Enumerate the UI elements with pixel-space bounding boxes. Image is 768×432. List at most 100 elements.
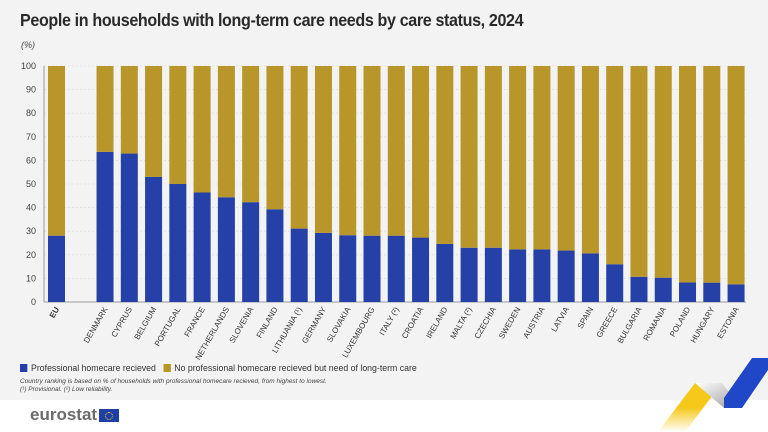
bar-professional xyxy=(96,151,114,302)
bar-no-professional xyxy=(217,66,235,198)
eurostat-logo: eurostat xyxy=(30,405,120,425)
decorative-ribbon-icon xyxy=(658,358,768,432)
x-tick-label: EU xyxy=(48,305,61,319)
bar-professional xyxy=(217,197,235,302)
bar-professional xyxy=(509,249,527,302)
bar-no-professional xyxy=(412,66,430,238)
bar-professional xyxy=(412,237,430,302)
bar-no-professional xyxy=(727,66,745,285)
legend: Professional homecare recieved No profes… xyxy=(20,363,417,374)
bar-no-professional xyxy=(606,66,624,265)
bar-no-professional xyxy=(145,66,163,177)
y-tick-label: 100 xyxy=(21,61,36,71)
x-tick-label: ESTONIA xyxy=(716,305,742,340)
bar-no-professional xyxy=(509,66,527,250)
y-tick-label: 30 xyxy=(26,226,36,236)
bar-no-professional xyxy=(193,66,211,193)
x-tick-label: SWEDEN xyxy=(497,305,522,340)
x-tick-label: HUNGARY xyxy=(689,305,717,345)
y-tick-label: 50 xyxy=(26,179,36,189)
x-tick-label: BULGARIA xyxy=(616,305,644,345)
x-tick-label: FRANCE xyxy=(183,306,207,339)
y-tick-label: 90 xyxy=(26,85,36,95)
bar-professional xyxy=(436,243,454,302)
bar-no-professional xyxy=(460,66,478,248)
bar-professional xyxy=(727,284,745,302)
bar-professional xyxy=(606,264,624,302)
bar-no-professional xyxy=(654,66,672,278)
bar-professional xyxy=(145,176,163,302)
bar-professional xyxy=(533,249,551,302)
x-tick-label: AUSTRIA xyxy=(522,305,547,340)
legend-swatch xyxy=(163,364,171,372)
x-tick-label: FINLAND xyxy=(255,305,280,339)
x-tick-label: BELGIUM xyxy=(133,305,159,341)
x-tick-label: DENMARK xyxy=(82,305,110,345)
bar-professional xyxy=(703,282,721,302)
y-tick-label: 10 xyxy=(26,273,36,283)
bar-professional xyxy=(363,235,381,302)
y-tick-label: 70 xyxy=(26,132,36,142)
bar-no-professional xyxy=(630,66,648,277)
bar-no-professional xyxy=(266,66,284,210)
bar-no-professional xyxy=(581,66,599,254)
x-tick-label: CROATIA xyxy=(400,305,426,340)
bar-no-professional xyxy=(242,66,260,203)
bar-no-professional xyxy=(436,66,454,244)
bar-professional xyxy=(484,247,502,302)
bar-professional xyxy=(654,277,672,302)
bar-professional xyxy=(557,250,575,302)
bar-chart: 0 10 20 30 40 50 60 70 80 90 100 EU DENMARK CYPRUSBEL… xyxy=(21,61,746,360)
bar-no-professional xyxy=(679,66,697,283)
bar-no-professional xyxy=(120,66,138,154)
bar-no-professional xyxy=(339,66,357,236)
bar-professional xyxy=(169,184,187,302)
flags-note: (¹) Provisional. (²) Low reliability. xyxy=(20,386,113,393)
bar-professional xyxy=(339,235,357,302)
bar-professional xyxy=(120,153,138,302)
bar-professional xyxy=(290,228,308,302)
bar-professional xyxy=(314,232,332,302)
bar-professional xyxy=(48,235,65,302)
y-tick-label: 80 xyxy=(26,108,36,118)
bar-no-professional xyxy=(290,66,308,229)
bar-no-professional xyxy=(703,66,721,283)
y-tick-label: 60 xyxy=(26,155,36,165)
bar-no-professional xyxy=(557,66,575,251)
bar-no-professional xyxy=(533,66,551,250)
bar-professional xyxy=(460,247,478,302)
y-tick-label: 40 xyxy=(26,203,36,213)
unit-label: (%) xyxy=(21,40,35,50)
bar-professional xyxy=(387,235,405,302)
bar-no-professional xyxy=(314,66,332,233)
y-tick-label: 20 xyxy=(26,250,36,260)
x-tick-label: GREECE xyxy=(595,306,620,340)
legend-swatch xyxy=(20,364,28,372)
bar-no-professional xyxy=(484,66,502,248)
x-tick-label: ROMANIA xyxy=(642,305,669,342)
bar-professional xyxy=(242,202,260,302)
x-tick-label: POLAND xyxy=(668,305,692,338)
bar-no-professional xyxy=(48,66,65,236)
x-tick-label: CZECHIA xyxy=(473,305,499,340)
bar-professional xyxy=(193,192,211,302)
x-tick-label: ITALY (²) xyxy=(378,305,402,337)
bar-professional xyxy=(266,209,284,302)
ranking-note: Country ranking is based on % of househo… xyxy=(20,378,327,385)
x-tick-label: MALTA (²) xyxy=(448,305,474,340)
bar-professional xyxy=(679,282,697,302)
eu-flag-icon xyxy=(99,408,120,422)
x-tick-label: LATVIA xyxy=(550,305,572,333)
bar-professional xyxy=(581,253,599,302)
bar-no-professional xyxy=(169,66,187,184)
x-tick-label: IRELAND xyxy=(424,305,449,340)
x-tick-label: CYPRUS xyxy=(110,306,134,339)
legend-item-no-professional: No professional homecare recieved but ne… xyxy=(163,363,417,374)
legend-item-professional: Professional homecare recieved xyxy=(20,363,156,374)
y-tick-label: 0 xyxy=(31,297,36,307)
chart-title: People in households with long-term care… xyxy=(20,10,524,30)
bar-no-professional xyxy=(363,66,381,236)
x-tick-label: SLOVAKIA xyxy=(325,305,353,344)
bar-no-professional xyxy=(96,66,114,152)
x-tick-label: SPAIN xyxy=(576,305,596,330)
